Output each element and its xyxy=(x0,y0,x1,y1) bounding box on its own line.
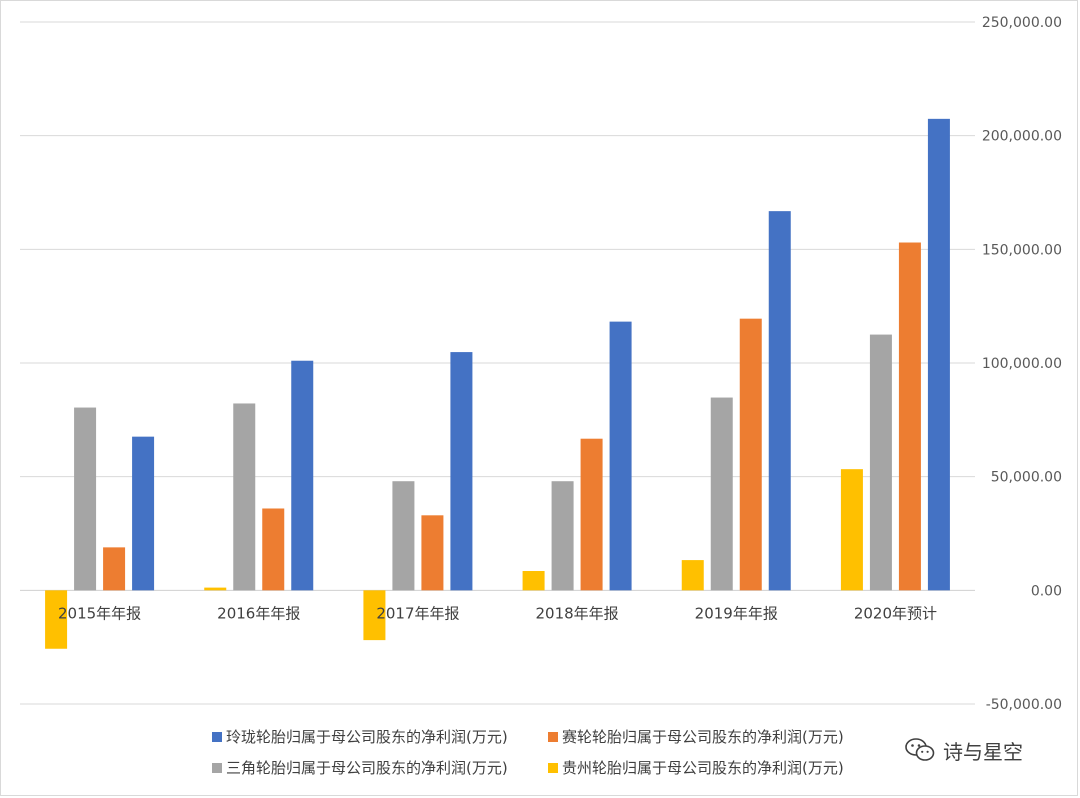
bar xyxy=(233,403,256,591)
watermark-text: 诗与星空 xyxy=(943,739,1023,764)
bar xyxy=(392,481,415,591)
y-tick-label: -50,000.00 xyxy=(986,697,1062,713)
bar xyxy=(710,397,733,591)
watermark: 诗与星空 xyxy=(905,733,1023,767)
bar xyxy=(204,587,227,591)
bar xyxy=(609,321,632,591)
bar xyxy=(768,211,791,591)
x-category-label: 2015年年报 xyxy=(58,604,141,622)
bar xyxy=(898,242,921,591)
wechat-icon xyxy=(905,738,935,761)
legend-label: 贵州轮胎归属于母公司股东的净利润(万元) xyxy=(562,759,844,777)
bar xyxy=(681,560,704,591)
x-category-label: 2016年年报 xyxy=(217,604,300,622)
bar xyxy=(363,590,386,641)
bar xyxy=(74,407,97,591)
y-axis-ticks: 250,000.00 200,000.00 150,000.00 100,000.00… xyxy=(982,15,1062,713)
x-category-label: 2018年年报 xyxy=(535,604,618,622)
legend-label: 赛轮轮胎归属于母公司股东的净利润(万元) xyxy=(562,728,844,746)
y-tick-label: 250,000.00 xyxy=(982,15,1062,31)
x-axis-labels: 2015年年报 2016年年报 2017年年报 2018年年报 2019年年报 2020年… xyxy=(58,604,937,622)
y-tick-label: 100,000.00 xyxy=(982,356,1062,372)
y-tick-label: 200,000.00 xyxy=(982,129,1062,145)
gridlines xyxy=(20,21,975,705)
legend-swatch xyxy=(212,732,222,742)
legend-swatch xyxy=(548,763,558,773)
bar xyxy=(450,352,473,591)
bar xyxy=(45,590,68,649)
bars xyxy=(45,118,950,649)
bar xyxy=(421,515,444,591)
bar xyxy=(291,360,314,591)
x-category-label: 2020年预计 xyxy=(854,604,937,622)
bar xyxy=(580,438,603,591)
bar xyxy=(551,481,574,591)
x-category-label: 2019年年报 xyxy=(695,604,778,622)
y-tick-label: 50,000.00 xyxy=(991,470,1062,486)
legend-swatch xyxy=(548,732,558,742)
legend-label: 三角轮胎归属于母公司股东的净利润(万元) xyxy=(226,759,508,777)
bar xyxy=(739,318,762,591)
bar xyxy=(927,118,950,591)
y-tick-label: 0.00 xyxy=(1031,583,1062,599)
y-tick-label: 150,000.00 xyxy=(982,242,1062,258)
legend: 玲珑轮胎归属于母公司股东的净利润(万元) 赛轮轮胎归属于母公司股东的净利润(万元)… xyxy=(212,728,844,777)
bar xyxy=(840,469,863,591)
legend-label: 玲珑轮胎归属于母公司股东的净利润(万元) xyxy=(226,728,508,746)
bar xyxy=(262,508,285,591)
bar xyxy=(103,547,126,591)
bar xyxy=(132,436,155,591)
legend-swatch xyxy=(212,763,222,773)
x-category-label: 2017年年报 xyxy=(376,604,459,622)
bar xyxy=(522,571,545,591)
bar xyxy=(869,334,892,591)
